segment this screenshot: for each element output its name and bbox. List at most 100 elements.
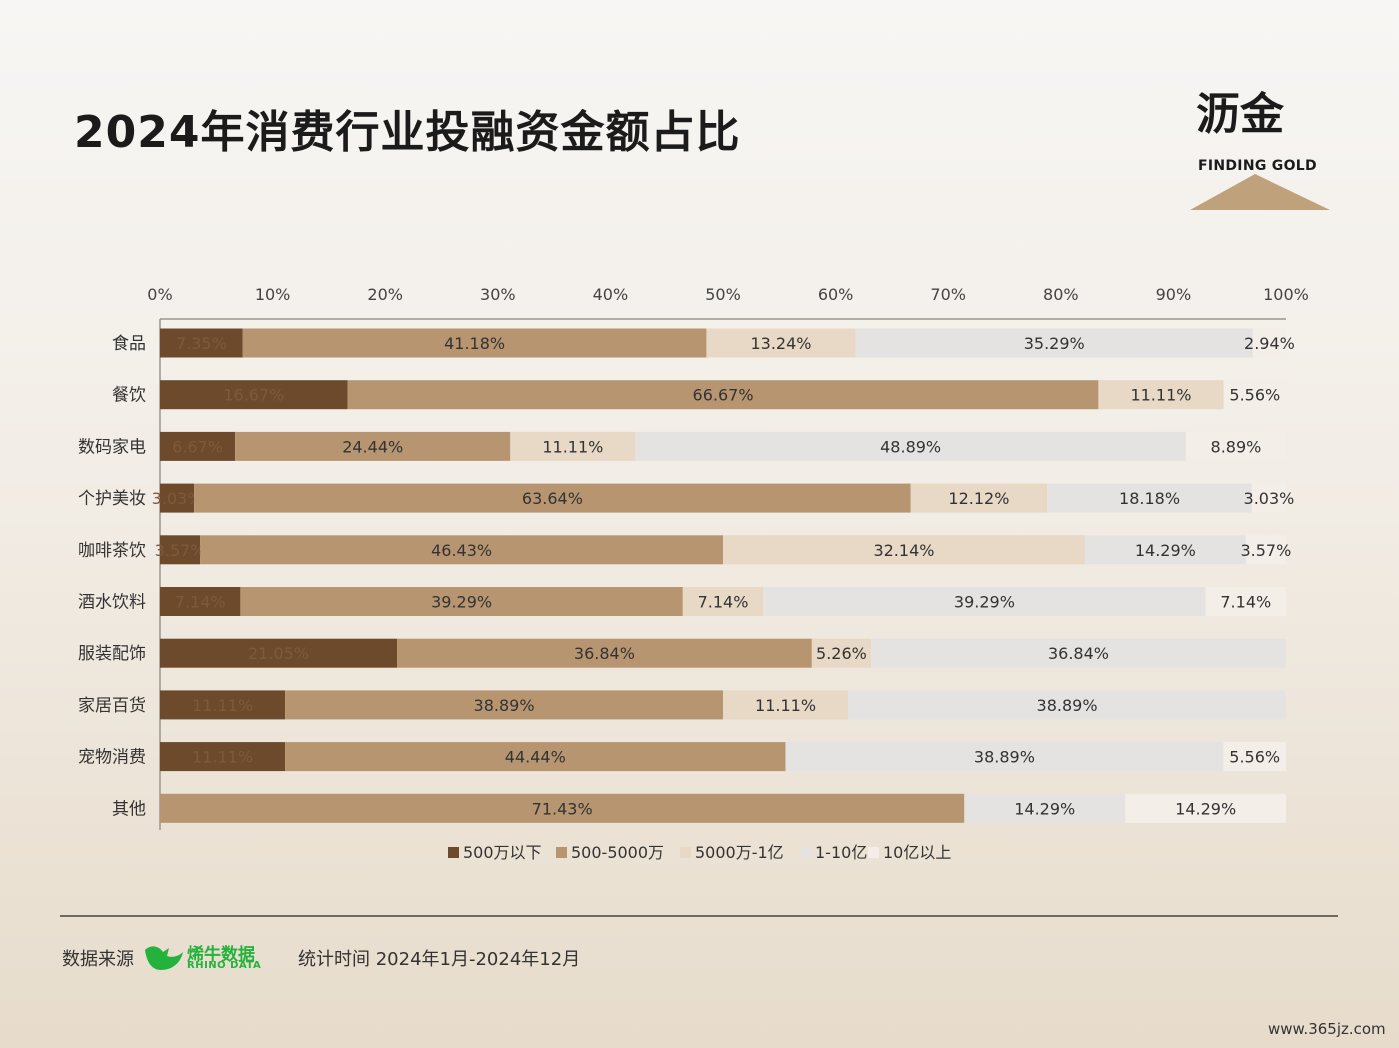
- data-label: 7.14%: [698, 593, 749, 612]
- legend-label: 500-5000万: [571, 843, 664, 862]
- bar-segment: [910, 483, 1048, 513]
- bar-segment: [200, 535, 724, 565]
- bar-segment: [706, 328, 856, 358]
- category-label: 服装配饰: [78, 644, 146, 664]
- category-label: 食品: [112, 334, 146, 354]
- bar-segment: [160, 431, 236, 461]
- data-label: 21.05%: [248, 644, 309, 663]
- bar-segment: [235, 431, 511, 461]
- legend-swatch: [556, 847, 567, 858]
- legend-label: 1-10亿: [815, 843, 867, 862]
- brand-logo: 沥金 FINDING GOLD: [1180, 70, 1330, 210]
- legend-label: 10亿以上: [883, 843, 951, 862]
- bar-segment: [785, 742, 1224, 772]
- data-label: 3.03%: [1244, 489, 1295, 508]
- x-tick-label: 90%: [1156, 285, 1192, 304]
- data-label: 12.12%: [948, 489, 1009, 508]
- bar-segment: [242, 328, 707, 358]
- bar-segment: [1251, 483, 1286, 513]
- data-label: 11.11%: [1130, 386, 1191, 405]
- bar-segment: [1205, 587, 1286, 616]
- data-label: 11.11%: [192, 748, 253, 767]
- data-label: 3.03%: [152, 489, 203, 508]
- x-tick-label: 0%: [147, 285, 172, 304]
- data-label: 11.11%: [542, 437, 603, 456]
- data-label: 39.29%: [431, 593, 492, 612]
- bar-segment: [160, 638, 398, 668]
- x-tick-label: 80%: [1043, 285, 1079, 304]
- footer-divider: [60, 915, 1338, 917]
- data-label: 32.14%: [873, 541, 934, 560]
- data-label: 14.29%: [1175, 799, 1236, 818]
- bar-segment: [1223, 380, 1287, 410]
- data-label: 7.35%: [176, 334, 227, 353]
- bar-segment: [871, 638, 1286, 668]
- bar-segment: [855, 328, 1253, 358]
- legend-label: 5000万-1亿: [695, 843, 784, 862]
- rhino-name-cn: 烯牛数据: [187, 945, 255, 965]
- bar-segment: [682, 587, 764, 616]
- data-label: 38.89%: [474, 696, 535, 715]
- bar-segment: [160, 380, 348, 410]
- category-label: 咖啡茶饮: [78, 541, 146, 561]
- x-tick-label: 10%: [255, 285, 291, 304]
- bar-segment: [285, 742, 786, 772]
- bar-segment: [1098, 380, 1224, 410]
- data-label: 44.44%: [505, 748, 566, 767]
- legend-swatch: [800, 847, 811, 858]
- bar-segment: [160, 328, 243, 358]
- data-label: 24.44%: [342, 437, 403, 456]
- data-label: 2.94%: [1244, 334, 1295, 353]
- data-label: 63.64%: [522, 489, 583, 508]
- category-label: 宠物消费: [78, 748, 146, 768]
- category-label: 数码家电: [78, 437, 146, 457]
- category-label: 其他: [112, 799, 146, 819]
- bar-segment: [635, 431, 1186, 461]
- legend-label: 500万以下: [463, 843, 542, 862]
- bar-segment: [1047, 483, 1252, 513]
- rhino-icon: [145, 946, 183, 970]
- x-tick-label: 70%: [930, 285, 966, 304]
- data-label: 38.89%: [974, 748, 1035, 767]
- bar-segment: [1084, 535, 1246, 565]
- bar-segment: [194, 483, 911, 513]
- bar-segment: [723, 535, 1085, 565]
- data-label: 11.11%: [192, 696, 253, 715]
- bar-segment: [723, 690, 849, 720]
- data-label: 14.29%: [1135, 541, 1196, 560]
- x-tick-label: 100%: [1263, 285, 1309, 304]
- rhino-name-en: RHINO DATA: [187, 960, 262, 971]
- data-label: 7.14%: [1220, 593, 1271, 612]
- bar-segment: [160, 793, 965, 823]
- bar-segment: [1125, 793, 1287, 823]
- data-label: 18.18%: [1119, 489, 1180, 508]
- bar-segment: [285, 690, 723, 720]
- data-label: 36.84%: [1048, 644, 1109, 663]
- bar-segment: [510, 431, 636, 461]
- data-label: 71.43%: [532, 799, 593, 818]
- data-label: 66.67%: [693, 386, 754, 405]
- source-label: 数据来源: [62, 949, 134, 970]
- bar-segment: [1185, 431, 1286, 461]
- data-label: 6.67%: [172, 437, 223, 456]
- category-label: 家居百货: [78, 696, 146, 716]
- bar-segment: [240, 587, 683, 616]
- x-tick-label: 20%: [367, 285, 403, 304]
- data-label: 14.29%: [1014, 799, 1075, 818]
- category-label: 餐饮: [112, 386, 146, 406]
- category-label: 个护美妆: [78, 489, 146, 509]
- stacked-bar-chart: 0% 10% 20% 30% 40% 50% 60% 70% 80% 90% 100% 食品 7.35%…: [78, 285, 1309, 862]
- bar-segment: [811, 638, 872, 668]
- bar-segment: [160, 483, 195, 513]
- bar-segment: [1223, 742, 1286, 772]
- bar-segment: [347, 380, 1099, 410]
- data-label: 5.56%: [1229, 386, 1280, 405]
- category-label: 酒水饮料: [78, 593, 146, 613]
- bar-segment: [763, 587, 1206, 616]
- bar-segment: [160, 690, 286, 720]
- bar-segment: [1252, 328, 1286, 358]
- data-label: 5.56%: [1229, 748, 1280, 767]
- data-label: 39.29%: [954, 593, 1015, 612]
- data-label: 13.24%: [750, 334, 811, 353]
- legend-swatch: [680, 847, 691, 858]
